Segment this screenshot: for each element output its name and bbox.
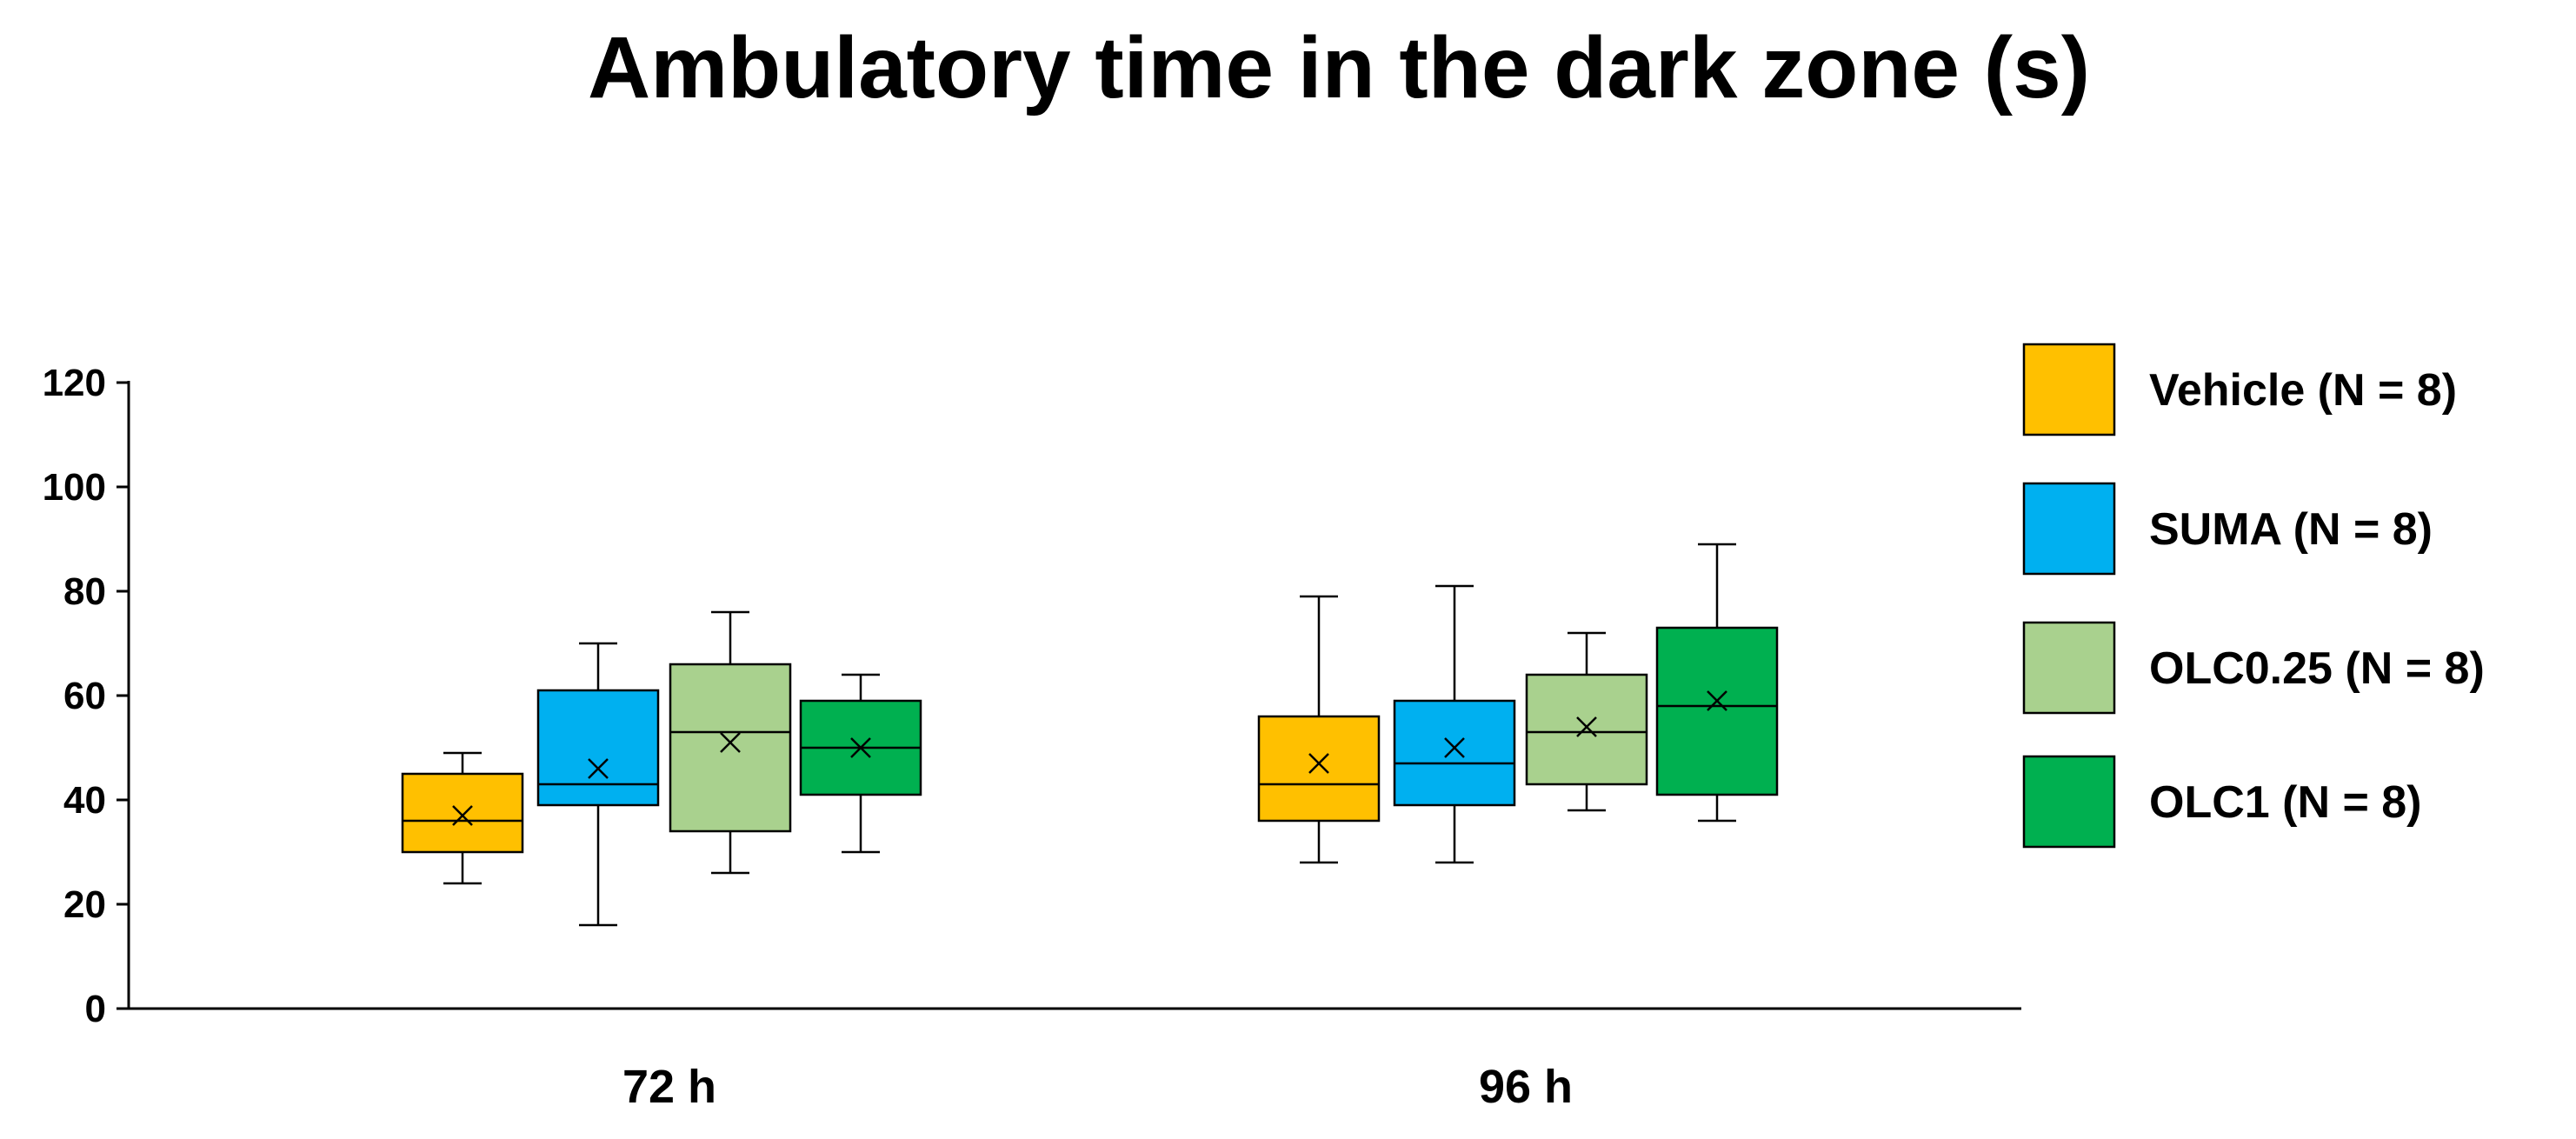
- interquartile-box: [1655, 626, 1779, 796]
- box-plot: [1655, 543, 1779, 823]
- legend-item: OLC1 (N = 8): [2022, 755, 2422, 849]
- box-plot: [401, 751, 524, 885]
- legend: Vehicle (N = 8) SUMA (N = 8) OLC0.25 (N = …: [2022, 343, 2485, 849]
- mean-marker: [720, 732, 741, 753]
- box-plot: [536, 642, 660, 927]
- box-series: [401, 543, 1779, 927]
- x-category-label: 96 h: [1479, 1061, 1573, 1113]
- mean-marker: [452, 805, 473, 826]
- interquartile-box: [1257, 715, 1381, 823]
- mean-marker: [1308, 753, 1329, 774]
- x-category-label: 72 h: [622, 1061, 716, 1113]
- y-tick-label: 80: [63, 570, 106, 613]
- legend-label: SUMA (N = 8): [2149, 504, 2433, 555]
- legend-swatch: [2022, 343, 2116, 436]
- interquartile-box: [1525, 673, 1648, 786]
- y-tick-label: 120: [43, 362, 106, 404]
- legend-label: OLC0.25 (N = 8): [2149, 643, 2485, 694]
- box-plot: [799, 673, 922, 854]
- legend-item: Vehicle (N = 8): [2022, 343, 2457, 436]
- box-plot: [1257, 595, 1381, 864]
- legend-swatch: [2022, 482, 2116, 576]
- box-plot: [669, 610, 792, 875]
- y-tick-label: 100: [43, 466, 106, 509]
- y-tick-label: 0: [85, 988, 106, 1030]
- mean-marker: [1707, 690, 1727, 711]
- box-plot: [1525, 631, 1648, 812]
- interquartile-box: [401, 772, 524, 854]
- legend-swatch: [2022, 755, 2116, 849]
- interquartile-box: [669, 663, 792, 833]
- axes: 0 20 40 60 80 100 120 72 h 96 h: [43, 362, 2021, 1113]
- y-tick-label: 60: [63, 675, 106, 717]
- mean-marker: [1444, 737, 1465, 758]
- legend-label: OLC1 (N = 8): [2149, 777, 2422, 828]
- y-tick-label: 40: [63, 779, 106, 822]
- series-group: [401, 595, 1381, 885]
- series-group: [669, 610, 1648, 875]
- mean-marker: [850, 737, 871, 758]
- series-group: [536, 584, 1516, 927]
- y-tick-label: 20: [63, 883, 106, 926]
- mean-marker: [1576, 716, 1597, 737]
- series-group: [799, 543, 1779, 854]
- interquartile-box: [536, 689, 660, 807]
- legend-item: SUMA (N = 8): [2022, 482, 2433, 576]
- mean-marker: [588, 758, 609, 779]
- legend-item: OLC0.25 (N = 8): [2022, 621, 2485, 715]
- interquartile-box: [1393, 699, 1516, 807]
- legend-label: Vehicle (N = 8): [2149, 365, 2457, 416]
- legend-swatch: [2022, 621, 2116, 715]
- chart-title: Ambulatory time in the dark zone (s): [588, 19, 2090, 117]
- box-plot: [1393, 584, 1516, 864]
